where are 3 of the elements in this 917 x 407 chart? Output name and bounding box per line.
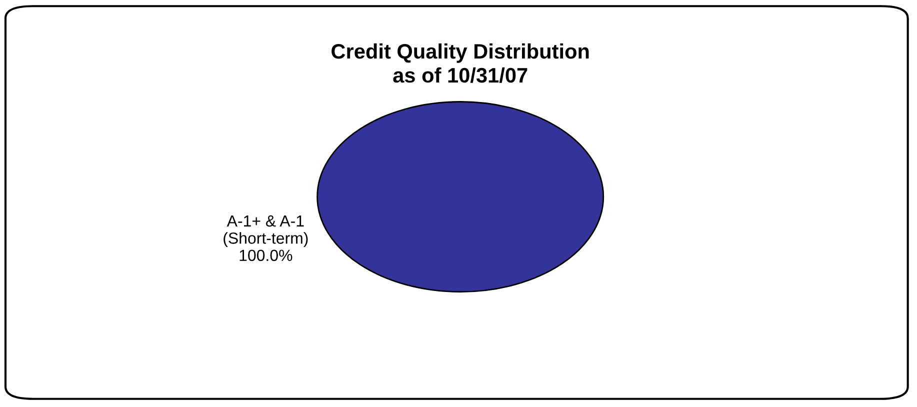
slice-label: A-1+ & A-1 (Short-term) [224, 215, 308, 247]
data-label: 100.0% [240, 250, 292, 262]
chart-title: Credit Quality Distribution as of 10/31/07 [332, 43, 589, 83]
